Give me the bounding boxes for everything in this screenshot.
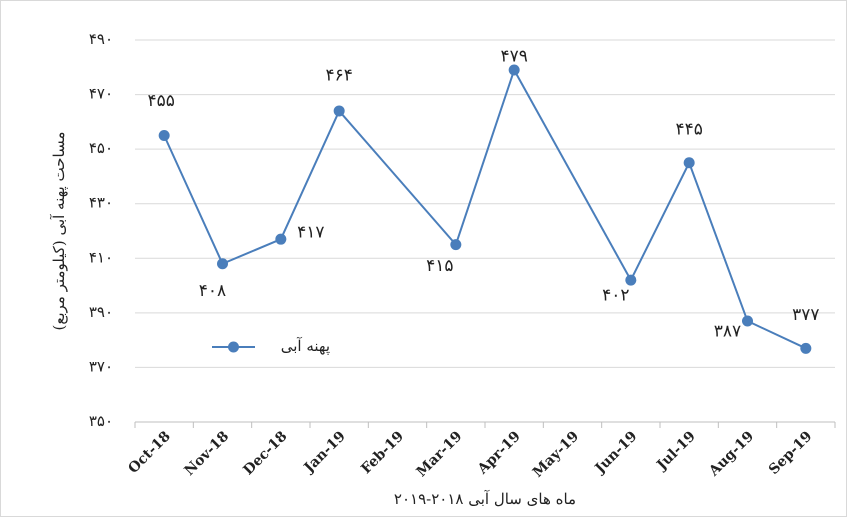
x-axis-title: ماه های سال آبی ۲۰۱۸-۲۰۱۹ (394, 490, 576, 508)
point (450, 239, 462, 251)
gap-connector (338, 110, 457, 246)
y-tick-label: ۳۷۰ (89, 357, 113, 375)
series-line (454, 69, 516, 245)
gap-connector (513, 69, 632, 281)
point (742, 315, 753, 327)
point (625, 274, 637, 286)
data-label: ۴۵۵ (147, 91, 174, 111)
point (800, 342, 812, 354)
data-label: ۴۰۸ (199, 281, 226, 301)
data-label: ۳۷۷ (792, 305, 819, 325)
point (333, 105, 345, 117)
series-line (629, 160, 807, 350)
data-label: ۴۴۵ (675, 119, 702, 139)
y-tick-label: ۴۳۰ (89, 194, 113, 212)
point (683, 157, 695, 169)
y-tick-label: ۳۹۰ (89, 303, 113, 321)
legend-marker (228, 341, 239, 353)
data-label: ۳۸۷ (714, 322, 741, 342)
data-label: ۴۱۷ (297, 223, 324, 243)
legend-label: پهنه آبی (281, 337, 330, 355)
y-tick-label: ۴۹۰ (89, 30, 113, 48)
point (508, 64, 520, 76)
point (217, 258, 228, 270)
point (275, 233, 287, 245)
data-label: ۴۷۹ (500, 47, 527, 67)
series-line (163, 110, 341, 266)
y-tick-label: ۳۵۰ (89, 412, 113, 430)
data-label: ۴۰۲ (602, 286, 629, 306)
point (158, 130, 170, 141)
y-tick-label: ۴۵۰ (89, 139, 113, 157)
data-label: ۴۱۵ (426, 256, 453, 276)
data-label: ۴۶۴ (325, 65, 352, 85)
y-axis-title: مساحت پهنه آبی (کیلومتر مربع) (50, 132, 68, 331)
y-tick-label: ۴۷۰ (89, 85, 113, 103)
y-tick-label: ۴۱۰ (89, 248, 113, 266)
